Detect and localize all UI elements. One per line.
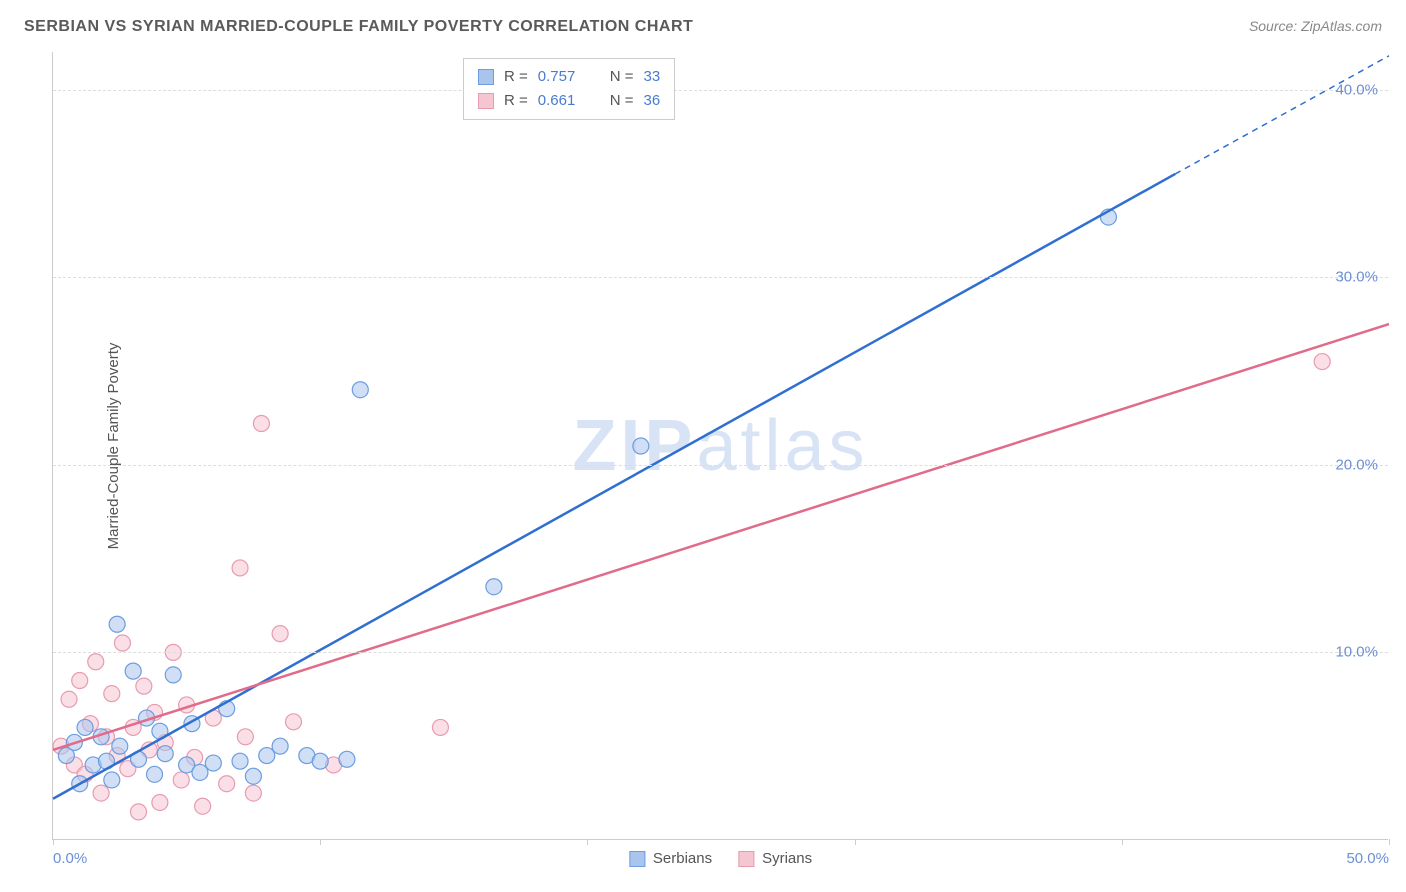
data-point <box>237 729 253 745</box>
trend-line <box>53 174 1175 799</box>
data-point <box>165 667 181 683</box>
data-point <box>109 616 125 632</box>
data-point <box>352 382 368 398</box>
data-point <box>285 714 301 730</box>
data-point <box>259 748 275 764</box>
data-point <box>125 663 141 679</box>
xtick <box>1122 839 1123 845</box>
legend-label-serbians: Serbians <box>653 850 712 867</box>
data-point <box>245 768 261 784</box>
xtick <box>855 839 856 845</box>
legend-row-serbians: R = 0.757 N = 33 <box>478 65 660 89</box>
data-point <box>339 751 355 767</box>
data-point <box>72 673 88 689</box>
xtick-label: 0.0% <box>53 850 87 867</box>
ytick-label: 20.0% <box>1335 456 1378 473</box>
plot-area: ZIPatlas R = 0.757 N = 33 R = 0.661 N = … <box>52 52 1388 840</box>
data-point <box>272 738 288 754</box>
data-point <box>104 686 120 702</box>
legend-item-serbians: Serbians <box>629 850 712 867</box>
n-label: N = <box>610 89 634 113</box>
data-point <box>192 764 208 780</box>
swatch-syrians <box>738 851 754 867</box>
r-value-serbians: 0.757 <box>538 65 588 89</box>
gridline <box>53 465 1388 466</box>
data-point <box>104 772 120 788</box>
data-point <box>112 738 128 754</box>
data-point <box>1314 354 1330 370</box>
data-point <box>253 415 269 431</box>
data-point <box>486 579 502 595</box>
gridline <box>53 652 1388 653</box>
data-point <box>131 804 147 820</box>
data-point <box>114 635 130 651</box>
data-point <box>232 753 248 769</box>
xtick-label: 50.0% <box>1346 850 1389 867</box>
trend-line-extrapolated <box>1175 56 1389 174</box>
data-point <box>173 772 189 788</box>
data-point <box>633 438 649 454</box>
xtick <box>587 839 588 845</box>
xtick <box>320 839 321 845</box>
series-legend: Serbians Syrians <box>629 850 812 867</box>
swatch-serbians <box>629 851 645 867</box>
gridline <box>53 90 1388 91</box>
correlation-legend: R = 0.757 N = 33 R = 0.661 N = 36 <box>463 58 675 120</box>
chart-svg <box>53 52 1388 839</box>
legend-row-syrians: R = 0.661 N = 36 <box>478 89 660 113</box>
data-point <box>219 776 235 792</box>
data-point <box>147 766 163 782</box>
swatch-serbians <box>478 69 494 85</box>
data-point <box>432 719 448 735</box>
ytick-label: 10.0% <box>1335 644 1378 661</box>
r-label: R = <box>504 89 528 113</box>
gridline <box>53 277 1388 278</box>
trend-line <box>53 324 1389 750</box>
data-point <box>77 719 93 735</box>
n-label: N = <box>610 65 634 89</box>
r-value-syrians: 0.661 <box>538 89 588 113</box>
chart-title: SERBIAN VS SYRIAN MARRIED-COUPLE FAMILY … <box>24 18 693 36</box>
data-point <box>157 746 173 762</box>
legend-item-syrians: Syrians <box>738 850 812 867</box>
xtick <box>53 839 54 845</box>
data-point <box>88 654 104 670</box>
r-label: R = <box>504 65 528 89</box>
data-point <box>205 755 221 771</box>
legend-label-syrians: Syrians <box>762 850 812 867</box>
data-point <box>61 691 77 707</box>
swatch-syrians <box>478 93 494 109</box>
data-point <box>272 626 288 642</box>
data-point <box>245 785 261 801</box>
data-point <box>152 794 168 810</box>
ytick-label: 40.0% <box>1335 81 1378 98</box>
data-point <box>136 678 152 694</box>
ytick-label: 30.0% <box>1335 269 1378 286</box>
data-point <box>312 753 328 769</box>
n-value-serbians: 33 <box>644 65 661 89</box>
n-value-syrians: 36 <box>644 89 661 113</box>
data-point <box>232 560 248 576</box>
source-label: Source: ZipAtlas.com <box>1249 18 1382 34</box>
data-point <box>195 798 211 814</box>
data-point <box>93 785 109 801</box>
xtick <box>1389 839 1390 845</box>
